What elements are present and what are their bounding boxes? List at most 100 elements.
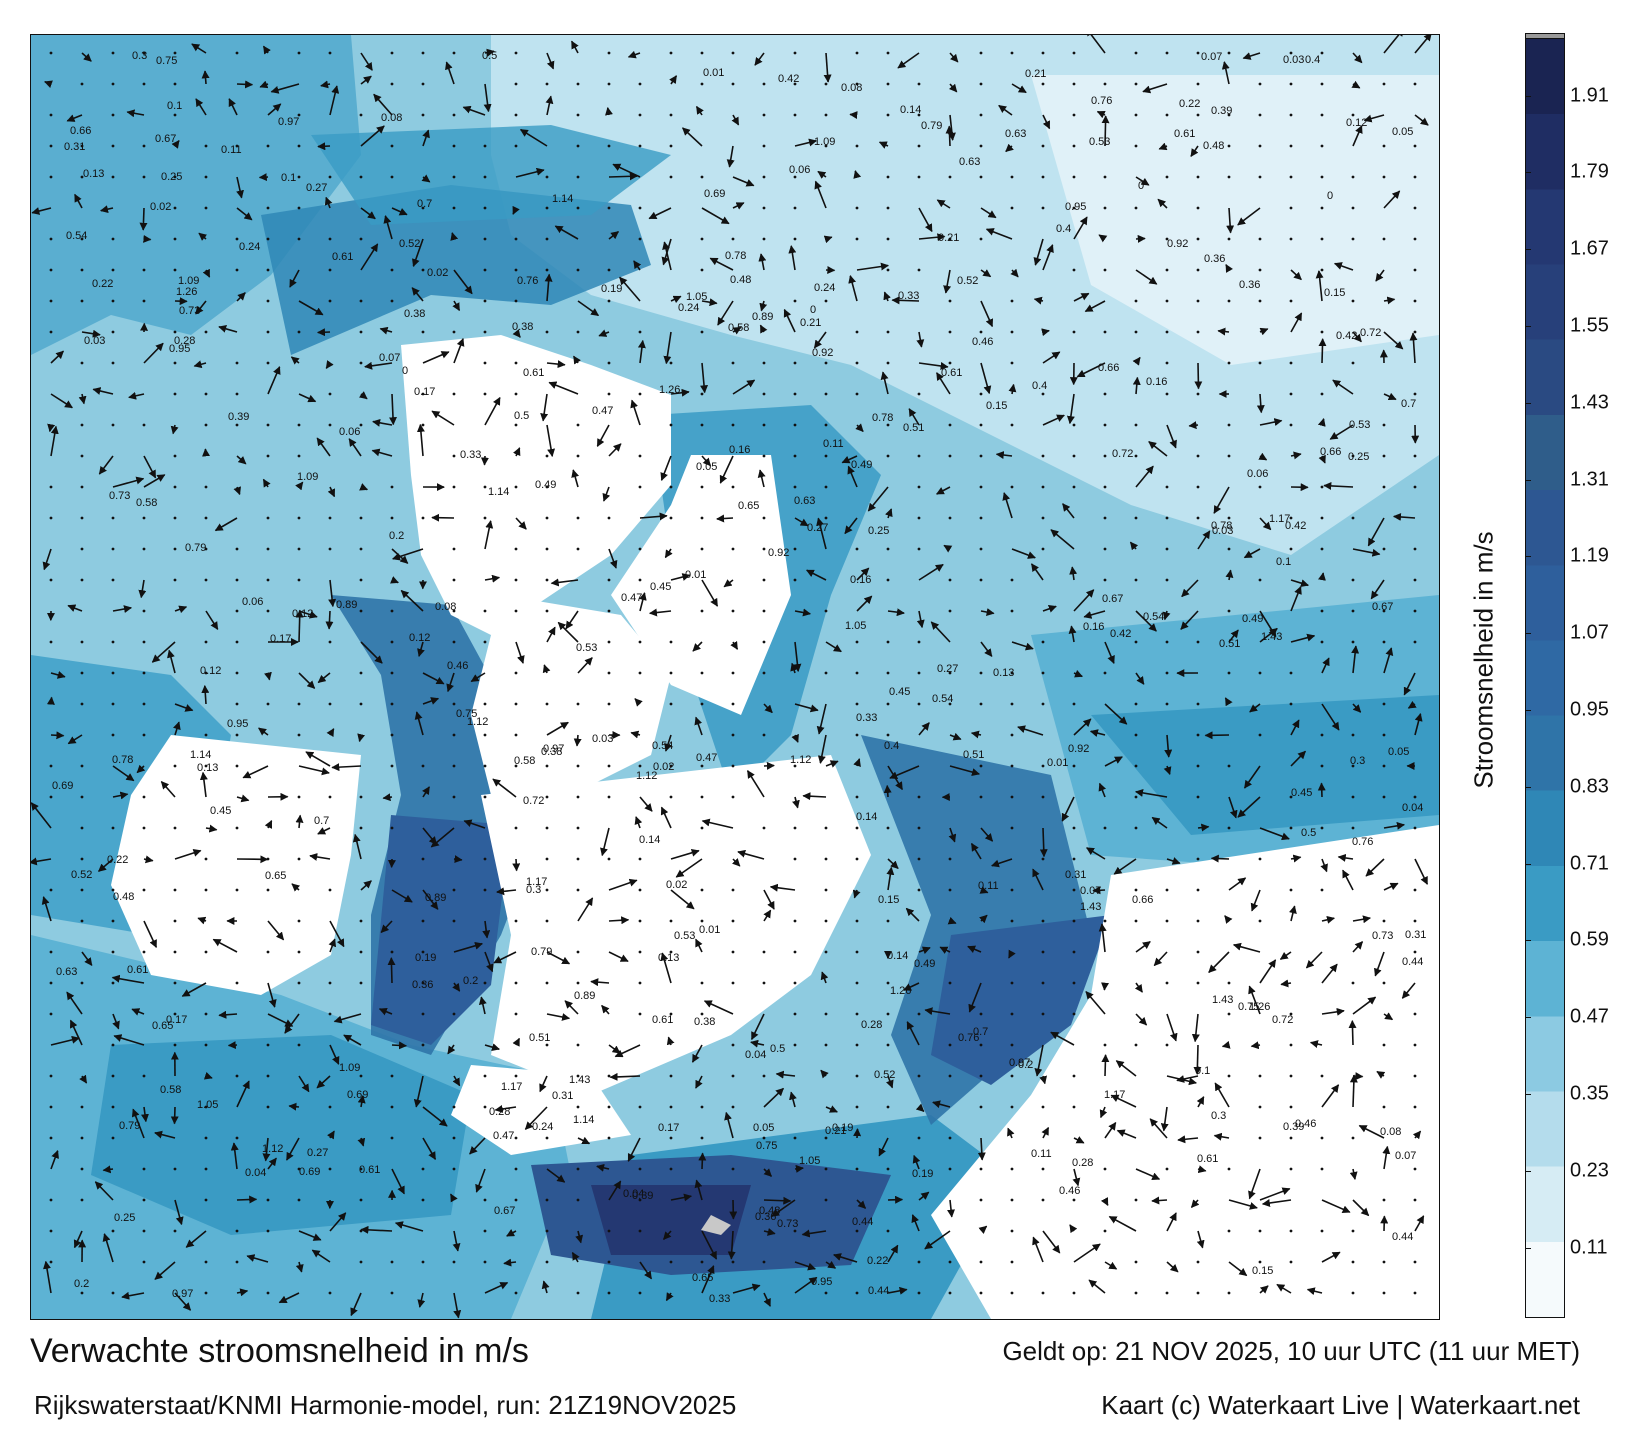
- current-arrow: [1135, 940, 1151, 953]
- speed-value-label: 0.17: [414, 386, 435, 398]
- grid-dot: [514, 671, 518, 675]
- grid-dot: [1103, 578, 1107, 582]
- grid-dot: [1351, 237, 1355, 241]
- grid-dot: [173, 392, 177, 396]
- grid-dot: [1196, 919, 1200, 923]
- grid-dot: [1072, 981, 1076, 985]
- grid-dot: [607, 1229, 611, 1233]
- grid-dot: [452, 1167, 456, 1171]
- speed-value-label: 0.63: [56, 966, 77, 978]
- speed-value-label: 0.45: [889, 686, 910, 698]
- current-arrow: [1242, 52, 1261, 60]
- speed-value-label: 0.51: [1219, 638, 1240, 650]
- current-arrow: [985, 228, 1013, 240]
- current-arrow: [1042, 414, 1065, 426]
- current-arrow: [1352, 996, 1377, 1015]
- speed-value-label: 0.73: [777, 1218, 798, 1230]
- grid-dot: [514, 578, 518, 582]
- speed-value-label: 0.01: [685, 569, 706, 581]
- grid-dot: [297, 144, 301, 148]
- current-arrow: [195, 98, 207, 116]
- current-arrow: [1096, 110, 1106, 119]
- current-arrow: [112, 1013, 120, 1030]
- speed-value-label: 0.39: [1283, 1121, 1304, 1133]
- speed-value-label: 0.06: [339, 426, 360, 438]
- current-arrow: [1248, 1168, 1261, 1200]
- current-arrow: [1177, 1135, 1199, 1144]
- speed-value-label: 0.21: [800, 317, 821, 329]
- grid-dot: [142, 826, 146, 830]
- current-arrow: [1104, 1261, 1118, 1270]
- current-arrow: [1225, 569, 1234, 581]
- grid-dot: [390, 144, 394, 148]
- speed-value-label: 0.36: [1239, 279, 1260, 291]
- grid-dot: [948, 1167, 952, 1171]
- grid-dot: [235, 578, 239, 582]
- speed-value-label: 0.3: [132, 50, 147, 62]
- current-arrow: [825, 1105, 838, 1113]
- speed-value-label: 0.72: [523, 795, 544, 807]
- grid-dot: [80, 299, 84, 303]
- speed-value-label: 0.11: [221, 144, 242, 156]
- grid-dot: [545, 1229, 549, 1233]
- grid-dot: [359, 113, 363, 117]
- current-arrow: [143, 342, 164, 364]
- current-arrow: [905, 907, 920, 922]
- grid-dot: [1010, 1012, 1014, 1016]
- grid-dot: [142, 733, 146, 737]
- current-arrow: [246, 1254, 269, 1263]
- map-panel[interactable]: 0.28 0.25 0.22 0.21 0.19 0.16 0.17 0.14 0.11 0.12…: [30, 34, 1440, 1320]
- current-arrow: [1073, 718, 1092, 736]
- grid-dot: [731, 361, 735, 365]
- grid-dot: [173, 547, 177, 551]
- grid-dot: [297, 950, 301, 954]
- current-arrow: [916, 331, 925, 348]
- grid-dot: [979, 82, 983, 86]
- current-arrow: [329, 85, 340, 116]
- grid-dot: [514, 919, 518, 923]
- grid-dot: [1072, 113, 1076, 117]
- grid-dot: [545, 547, 549, 551]
- grid-dot: [1289, 1105, 1293, 1109]
- grid-dot: [669, 516, 673, 520]
- grid-dot: [390, 175, 394, 179]
- current-arrow: [1007, 1127, 1015, 1139]
- current-arrow: [383, 215, 393, 240]
- grid-dot: [1227, 1167, 1231, 1171]
- current-arrow: [50, 350, 64, 364]
- grid-dot: [1289, 1167, 1293, 1171]
- speed-value-label: 0.4: [1032, 380, 1047, 392]
- current-arrow: [262, 478, 271, 488]
- grid-dot: [731, 764, 735, 768]
- grid-dot: [762, 113, 766, 117]
- current-speed-map[interactable]: 0.280.250.220.210.190.160.170.140.110.12…: [31, 35, 1439, 1319]
- grid-dot: [700, 826, 704, 830]
- grid-dot: [297, 1198, 301, 1202]
- current-arrow: [81, 329, 101, 338]
- grid-dot: [1351, 1229, 1355, 1233]
- speed-value-label: 0.19: [415, 952, 436, 964]
- grid-dot: [1227, 454, 1231, 458]
- speed-value-label: 0.72: [1112, 448, 1133, 460]
- speed-value-label: 0.73: [179, 305, 200, 317]
- grid-dot: [49, 578, 53, 582]
- grid-dot: [421, 1260, 425, 1264]
- current-arrow: [1243, 548, 1261, 559]
- grid-dot: [638, 857, 642, 861]
- current-arrow: [447, 1044, 456, 1055]
- current-arrow: [1407, 700, 1417, 709]
- grid-dot: [793, 237, 797, 241]
- grid-dot: [1413, 1074, 1417, 1078]
- grid-dot: [1196, 1291, 1200, 1295]
- grid-dot: [1072, 1198, 1076, 1202]
- grid-dot: [1103, 671, 1107, 675]
- current-arrow: [411, 287, 424, 302]
- current-arrow: [391, 1168, 405, 1195]
- grid-dot: [297, 423, 301, 427]
- speed-value-label: 0.97: [543, 743, 564, 755]
- speed-value-label: 0.61: [127, 964, 148, 976]
- grid-dot: [266, 547, 270, 551]
- current-arrow: [139, 207, 148, 231]
- current-arrow: [270, 83, 300, 94]
- current-arrow: [771, 1199, 796, 1217]
